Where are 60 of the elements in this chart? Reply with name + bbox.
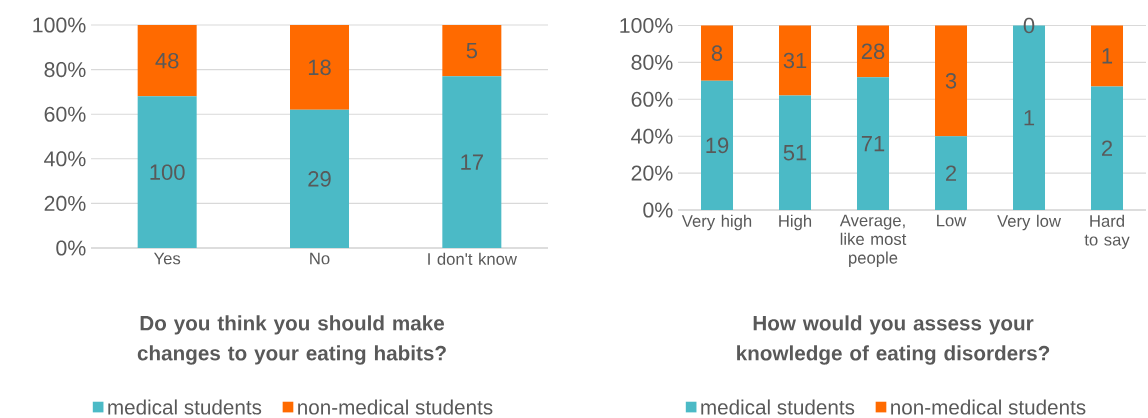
bar: [701, 80, 734, 210]
x-tick-label: Very low: [997, 214, 1061, 231]
bar: [290, 109, 349, 248]
x-tick-label: Very high: [681, 214, 752, 231]
annotation: 1: [1024, 110, 1035, 126]
legend-label: non-medical students: [891, 399, 1086, 415]
legend-label: non-medical students: [298, 399, 493, 415]
bar: [779, 95, 812, 210]
text: How would you assess your knowledge of eating disorders?: [737, 315, 1050, 365]
annotation: 19: [706, 137, 729, 154]
annotation: 48: [155, 52, 179, 69]
bar: [857, 77, 890, 210]
y-tick-label: 40%: [44, 151, 86, 167]
bar: [701, 25, 734, 81]
annotation: 2: [1102, 140, 1113, 156]
text: Do you think you should make changes to your eating habits?: [137, 315, 446, 365]
bar: [290, 24, 349, 110]
bar: [935, 136, 968, 210]
x-tick-label: Yes: [153, 252, 181, 265]
annotation: 2: [946, 165, 957, 181]
y-tick-label: 100%: [33, 17, 86, 33]
annotation: 3: [945, 73, 957, 89]
bar: [857, 25, 890, 78]
bar: [442, 76, 502, 248]
annotation: 17: [461, 154, 483, 170]
legend-label: medical students: [701, 399, 855, 415]
bar: [137, 96, 197, 248]
x-tick-label: Average, like most people: [839, 214, 907, 267]
annotation: 29: [308, 171, 331, 187]
y-tick-label: 60%: [44, 106, 86, 122]
annotation: 71: [861, 136, 885, 152]
y-tick-label: 80%: [44, 62, 86, 78]
annotation: 28: [861, 43, 885, 60]
bar: [137, 24, 197, 97]
x-tick-label: Low: [937, 214, 967, 227]
annotation: 8: [711, 45, 723, 61]
x-tick-label: I don't know: [428, 252, 518, 265]
x-tick-label: No: [310, 252, 330, 265]
y-tick-label: 40%: [631, 128, 673, 144]
y-tick-label: 100%: [620, 17, 673, 34]
y-tick-label: 20%: [44, 195, 86, 211]
y-tick-label: 20%: [631, 165, 673, 181]
annotation: 5: [466, 42, 478, 59]
annotation: 1: [1102, 48, 1113, 64]
bar: [442, 24, 502, 77]
bar: [1091, 25, 1124, 87]
annotation: 51: [783, 145, 807, 161]
y-tick-label: 0%: [56, 240, 86, 256]
x-tick-label: High: [779, 214, 812, 231]
bar: [1091, 86, 1124, 210]
bar: [935, 25, 968, 137]
x-tick-label: Hard to say: [1084, 214, 1130, 249]
annotation: 18: [308, 59, 331, 76]
y-tick-label: 0%: [643, 202, 673, 218]
bar: [779, 25, 812, 96]
annotation: 31: [783, 52, 807, 69]
legend-label: medical students: [108, 399, 262, 415]
y-tick-label: 60%: [631, 91, 673, 107]
annotation: 100: [150, 164, 185, 180]
y-tick-label: 80%: [631, 54, 673, 70]
